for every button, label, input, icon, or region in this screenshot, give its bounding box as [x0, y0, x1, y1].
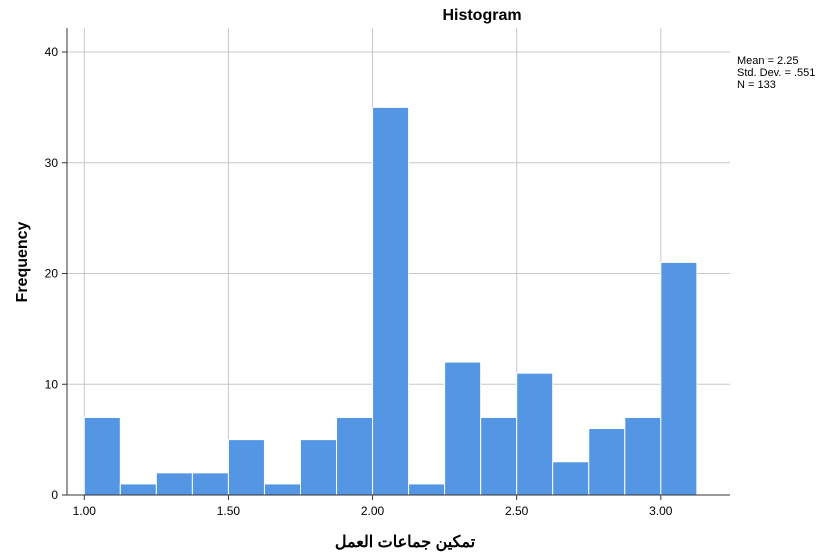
histogram-bar [588, 428, 626, 496]
histogram-bar [336, 416, 374, 496]
axes [66, 28, 730, 496]
y-tick-label: 20 [45, 267, 59, 281]
histogram-bar [480, 416, 518, 496]
histogram-bar [408, 483, 446, 496]
histogram-bar [299, 439, 338, 496]
histogram-bar [444, 361, 482, 496]
y-tick-label: 0 [51, 488, 58, 502]
x-tick-label: 3.00 [649, 504, 673, 518]
histogram-bar [263, 483, 301, 496]
x-tick-labels: 1.00 1.50 2.00 2.50 3.00 [73, 504, 673, 518]
stats-box: Mean = 2.25 Std. Dev. = .551 N = 133 [737, 55, 815, 91]
histogram-bar [552, 461, 590, 496]
x-axis-title: تمكين جماعات العمل [335, 534, 476, 552]
y-tick-label: 10 [45, 377, 59, 391]
histogram-bar [83, 416, 121, 496]
histogram-bar [372, 106, 410, 496]
y-axis-title: Frequency [14, 221, 31, 302]
histogram-bar [516, 372, 554, 496]
x-tick-label: 1.50 [217, 504, 241, 518]
histogram-bar [155, 472, 193, 496]
x-tick-label: 1.00 [73, 504, 97, 518]
stats-n: N = 133 [737, 79, 776, 91]
histogram-bar [624, 416, 662, 496]
x-tick-label: 2.50 [505, 504, 529, 518]
histogram-bar [660, 261, 698, 496]
stats-mean: Mean = 2.25 [737, 55, 798, 67]
stats-std-dev: Std. Dev. = .551 [737, 67, 815, 79]
histogram-bar [191, 472, 229, 496]
bars [83, 106, 698, 496]
histogram-bar [227, 439, 265, 496]
x-tick-label: 2.00 [361, 504, 385, 518]
histogram-bar [119, 483, 157, 496]
y-tick-label: 40 [45, 45, 59, 59]
y-tick-label: 30 [45, 156, 59, 170]
y-tick-labels: 0 10 20 30 40 [45, 45, 59, 502]
chart-title: Histogram [442, 7, 521, 24]
